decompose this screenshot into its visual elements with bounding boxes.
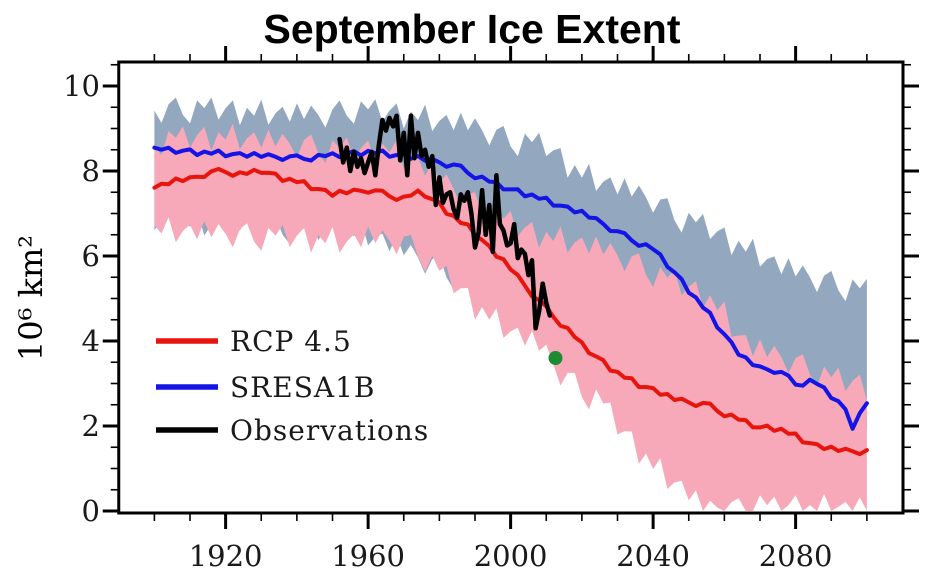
y-axis-label: 10⁶ km² [12, 235, 50, 361]
legend-label: SRESA1B [230, 371, 376, 404]
uncertainty-bands [154, 97, 867, 512]
line-sresa1b [152, 145, 869, 431]
x-tick-label: 1920 [189, 539, 263, 573]
y-tick-label: 0 [82, 494, 100, 528]
data-lines [152, 113, 869, 457]
axis-tick-labels: 1920 1960 2000 2040 2080 0 2 4 6 8 10 [63, 69, 832, 573]
x-tick-label: 2080 [759, 539, 833, 573]
x-tick-label: 2040 [616, 539, 690, 573]
line-observations [337, 113, 553, 331]
y-tick-label: 10 [63, 69, 100, 103]
x-tick-label: 2000 [474, 539, 548, 573]
legend-label: RCP 4.5 [230, 325, 352, 358]
y-tick-label: 2 [82, 409, 100, 443]
axis-ticks [102, 46, 919, 529]
x-tick-label: 1960 [331, 539, 405, 573]
legend: RCP 4.5 SRESA1B Observations [156, 325, 429, 447]
line-rcp-4-5 [152, 167, 869, 457]
y-tick-label: 6 [82, 239, 100, 273]
legend-item-rcp-4-5: RCP 4.5 [156, 325, 352, 358]
observation-2012-observed [548, 351, 563, 365]
legend-item-observations: Observations [156, 414, 429, 447]
y-tick-label: 8 [82, 154, 100, 188]
y-tick-label: 4 [82, 324, 100, 358]
observed-2012-marker-group [548, 351, 563, 365]
legend-item-sresa1b: SRESA1B [156, 371, 376, 404]
legend-label: Observations [230, 414, 429, 447]
chart-title: September Ice Extent [264, 6, 681, 52]
band-rcp45-range [154, 123, 867, 512]
